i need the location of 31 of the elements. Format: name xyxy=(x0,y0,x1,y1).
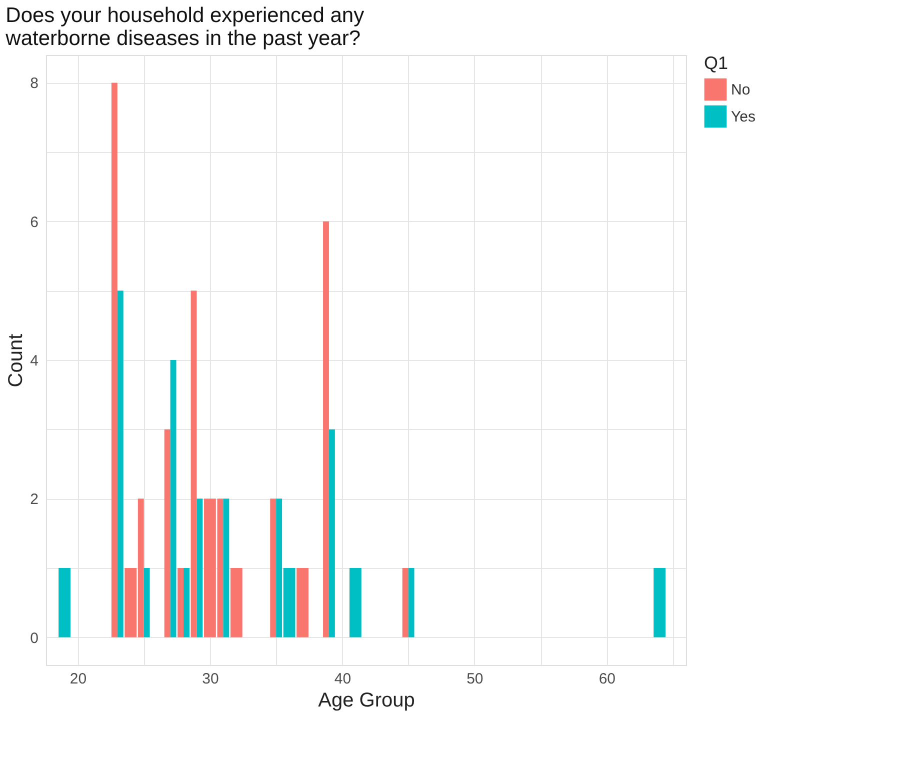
bar xyxy=(328,429,335,638)
bar xyxy=(170,360,176,638)
bar xyxy=(111,82,118,638)
bar xyxy=(223,498,230,638)
x-tick-label: 30 xyxy=(202,670,219,688)
x-axis-title: Age Group xyxy=(318,690,415,712)
legend-title: Q1 xyxy=(704,53,728,73)
y-tick-label: 2 xyxy=(30,491,38,508)
y-tick-label: 4 xyxy=(30,352,38,370)
bar xyxy=(190,290,197,638)
bar xyxy=(178,568,184,638)
x-tick-label: 50 xyxy=(466,670,484,688)
chart-title: Does your household experienced any waterborne diseases in the past year? xyxy=(4,4,365,50)
x-tick-label: 40 xyxy=(334,670,352,688)
y-tick-label: 6 xyxy=(30,214,38,231)
bar xyxy=(402,568,408,638)
bar xyxy=(408,568,414,638)
x-tick-label: 20 xyxy=(70,670,87,688)
bar xyxy=(184,568,190,638)
bar xyxy=(144,568,150,638)
bar xyxy=(117,290,124,638)
x-tick-label: 60 xyxy=(598,670,616,688)
y-tick-label: 0 xyxy=(30,630,38,647)
bar xyxy=(164,429,170,638)
bar xyxy=(196,498,203,638)
legend-label: No xyxy=(731,82,750,98)
bar xyxy=(323,221,329,638)
bar xyxy=(270,498,276,638)
y-axis-title: Count xyxy=(5,333,28,388)
legend-label: Yes xyxy=(731,108,756,126)
y-tick-label: 8 xyxy=(30,75,38,92)
